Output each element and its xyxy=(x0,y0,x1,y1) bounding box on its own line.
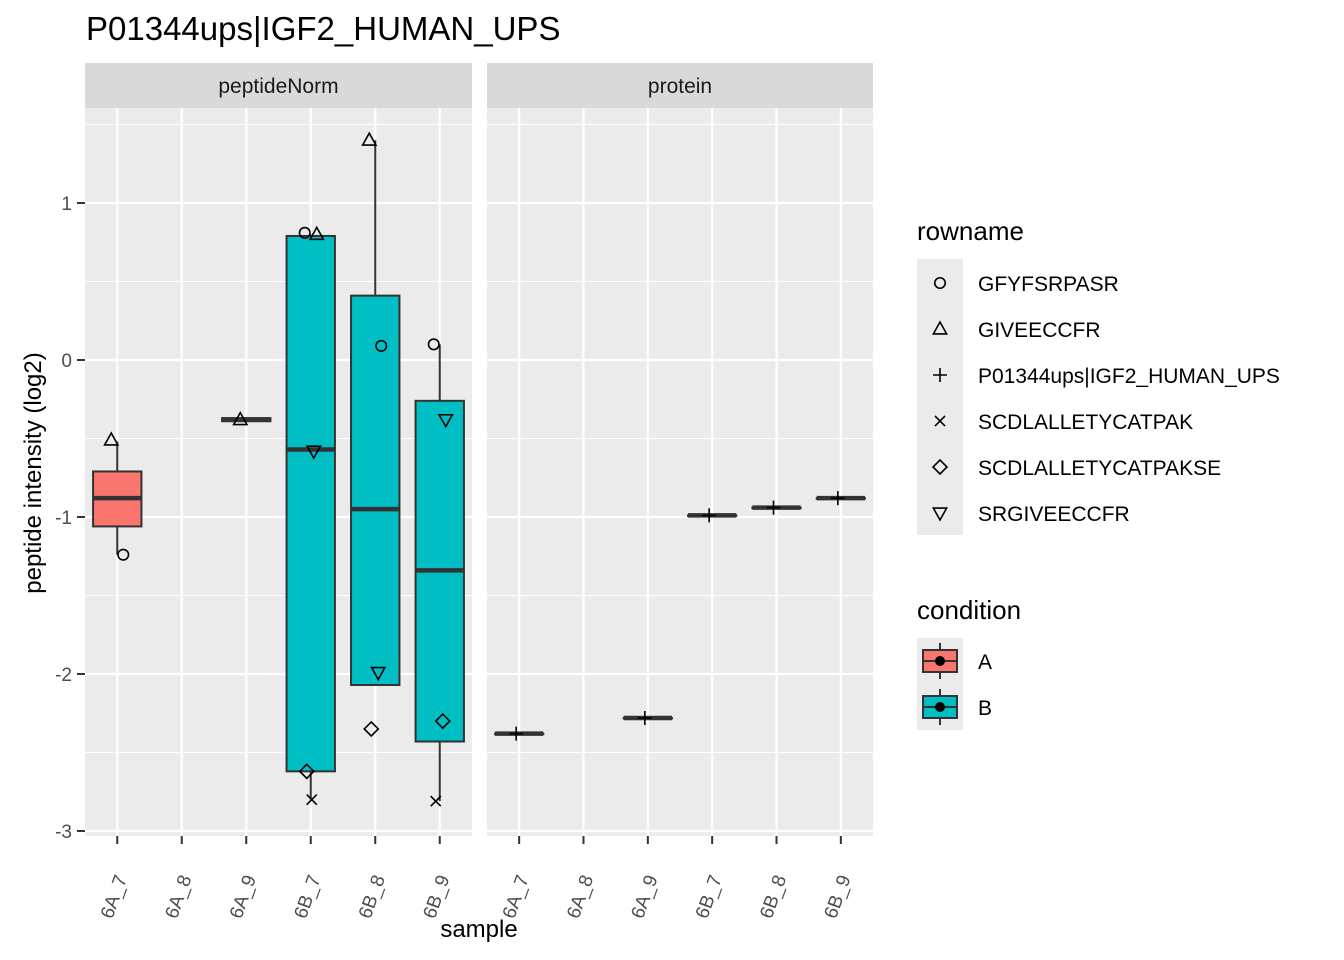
data-point xyxy=(766,500,781,515)
x-tick-label: 6B_7 xyxy=(291,873,326,922)
facet-strip xyxy=(487,63,873,108)
x-tick-label: 6A_8 xyxy=(162,873,197,922)
legend-label: B xyxy=(978,697,992,720)
x-tick-label: 6B_9 xyxy=(821,873,856,922)
x-tick-label: 6A_7 xyxy=(499,873,534,922)
x-tick-label: 6B_7 xyxy=(692,873,727,922)
legend-title: rowname xyxy=(917,216,1024,246)
box-body xyxy=(350,294,401,686)
data-point xyxy=(430,795,442,807)
box-peptideNorm-6B_9 xyxy=(414,344,465,802)
facet-strip-label: peptideNorm xyxy=(218,75,338,98)
legend-key-symbol xyxy=(931,507,949,522)
y-tick-label: -1 xyxy=(55,508,72,529)
facet-panel-peptideNorm: peptideNorm 6A_7 6A_8 6A_9 6B_7 6B_8 6B_9 xyxy=(85,63,472,921)
data-point xyxy=(306,793,318,806)
data-point xyxy=(363,720,380,738)
data-point xyxy=(298,226,311,239)
legend-key-symbol xyxy=(931,458,949,476)
legend-label: GFYFSRPASR xyxy=(978,273,1119,296)
legend-label: SCDLALLETYCATPAKSE xyxy=(978,457,1221,480)
box-peptideNorm-6A_7 xyxy=(92,441,143,555)
x-tick-label: 6B_9 xyxy=(420,873,455,922)
data-point xyxy=(232,411,249,426)
x-tick-label: 6A_7 xyxy=(97,873,132,922)
data-point xyxy=(830,491,845,506)
legend-rowname: rowname GFYFSRPASR GIVEECCFR P01344ups|IGF2… xyxy=(917,216,1280,535)
legend-key-symbol xyxy=(933,276,947,290)
data-point xyxy=(305,445,322,460)
facet-panel-protein: protein 6A_7 6A_8 6A_9 6B_7 6B_8 6B_9 xyxy=(487,63,873,921)
y-axis: 1 0 -1 -2 -3 xyxy=(55,194,85,843)
y-axis-title: peptide intensity (log2) xyxy=(20,352,47,593)
facet-strip-label: protein xyxy=(648,75,712,98)
y-tick-label: -3 xyxy=(55,822,72,843)
x-tick-label: 6A_9 xyxy=(226,873,261,922)
legend-label: GIVEECCFR xyxy=(978,319,1101,342)
legend-label: SRGIVEECCFR xyxy=(978,503,1130,526)
y-tick-label: 1 xyxy=(61,194,72,215)
legend-key-background xyxy=(917,259,963,535)
data-point xyxy=(437,413,454,429)
box-peptideNorm-6B_7 xyxy=(285,234,336,800)
data-point xyxy=(509,726,524,741)
facet-strip xyxy=(85,63,472,108)
legend-key-dot xyxy=(935,656,945,666)
data-point xyxy=(103,431,120,446)
data-point xyxy=(298,763,315,780)
legend-key-symbol xyxy=(933,368,947,382)
y-tick-label: -2 xyxy=(55,665,72,686)
x-tick-label: 6B_8 xyxy=(355,873,390,922)
x-axis-title: sample xyxy=(440,916,517,943)
legend-label: P01344ups|IGF2_HUMAN_UPS xyxy=(978,365,1280,388)
data-point xyxy=(117,548,130,561)
y-tick-label: 0 xyxy=(61,351,72,372)
panel-background xyxy=(487,108,873,836)
data-point xyxy=(308,225,325,241)
legend-key-A xyxy=(922,643,958,679)
box-peptideNorm-6A_9 xyxy=(221,417,272,423)
legend-label: SCDLALLETYCATPAK xyxy=(978,411,1193,434)
legend-condition: condition AB xyxy=(917,595,1021,730)
box-peptideNorm-6B_8 xyxy=(350,140,401,686)
legend-key-dot xyxy=(935,702,945,712)
x-tick-label: 6A_9 xyxy=(628,873,663,922)
data-point xyxy=(702,508,717,523)
legend-key-symbol xyxy=(931,320,949,335)
legend-title: condition xyxy=(917,595,1021,625)
data-point xyxy=(427,338,440,351)
data-point xyxy=(361,131,378,146)
data-point xyxy=(370,666,387,682)
data-point xyxy=(375,339,388,352)
box-body xyxy=(285,234,336,773)
panel-background xyxy=(85,108,472,836)
legend-label: A xyxy=(978,651,992,674)
data-point xyxy=(434,712,451,730)
legend-key-symbol xyxy=(934,415,946,427)
x-tick-label: 6B_8 xyxy=(756,873,791,922)
plot-title: P01344ups|IGF2_HUMAN_UPS xyxy=(86,10,560,47)
x-tick-label: 6A_8 xyxy=(563,873,598,922)
data-point xyxy=(637,710,652,725)
legend-key-B xyxy=(922,689,958,725)
